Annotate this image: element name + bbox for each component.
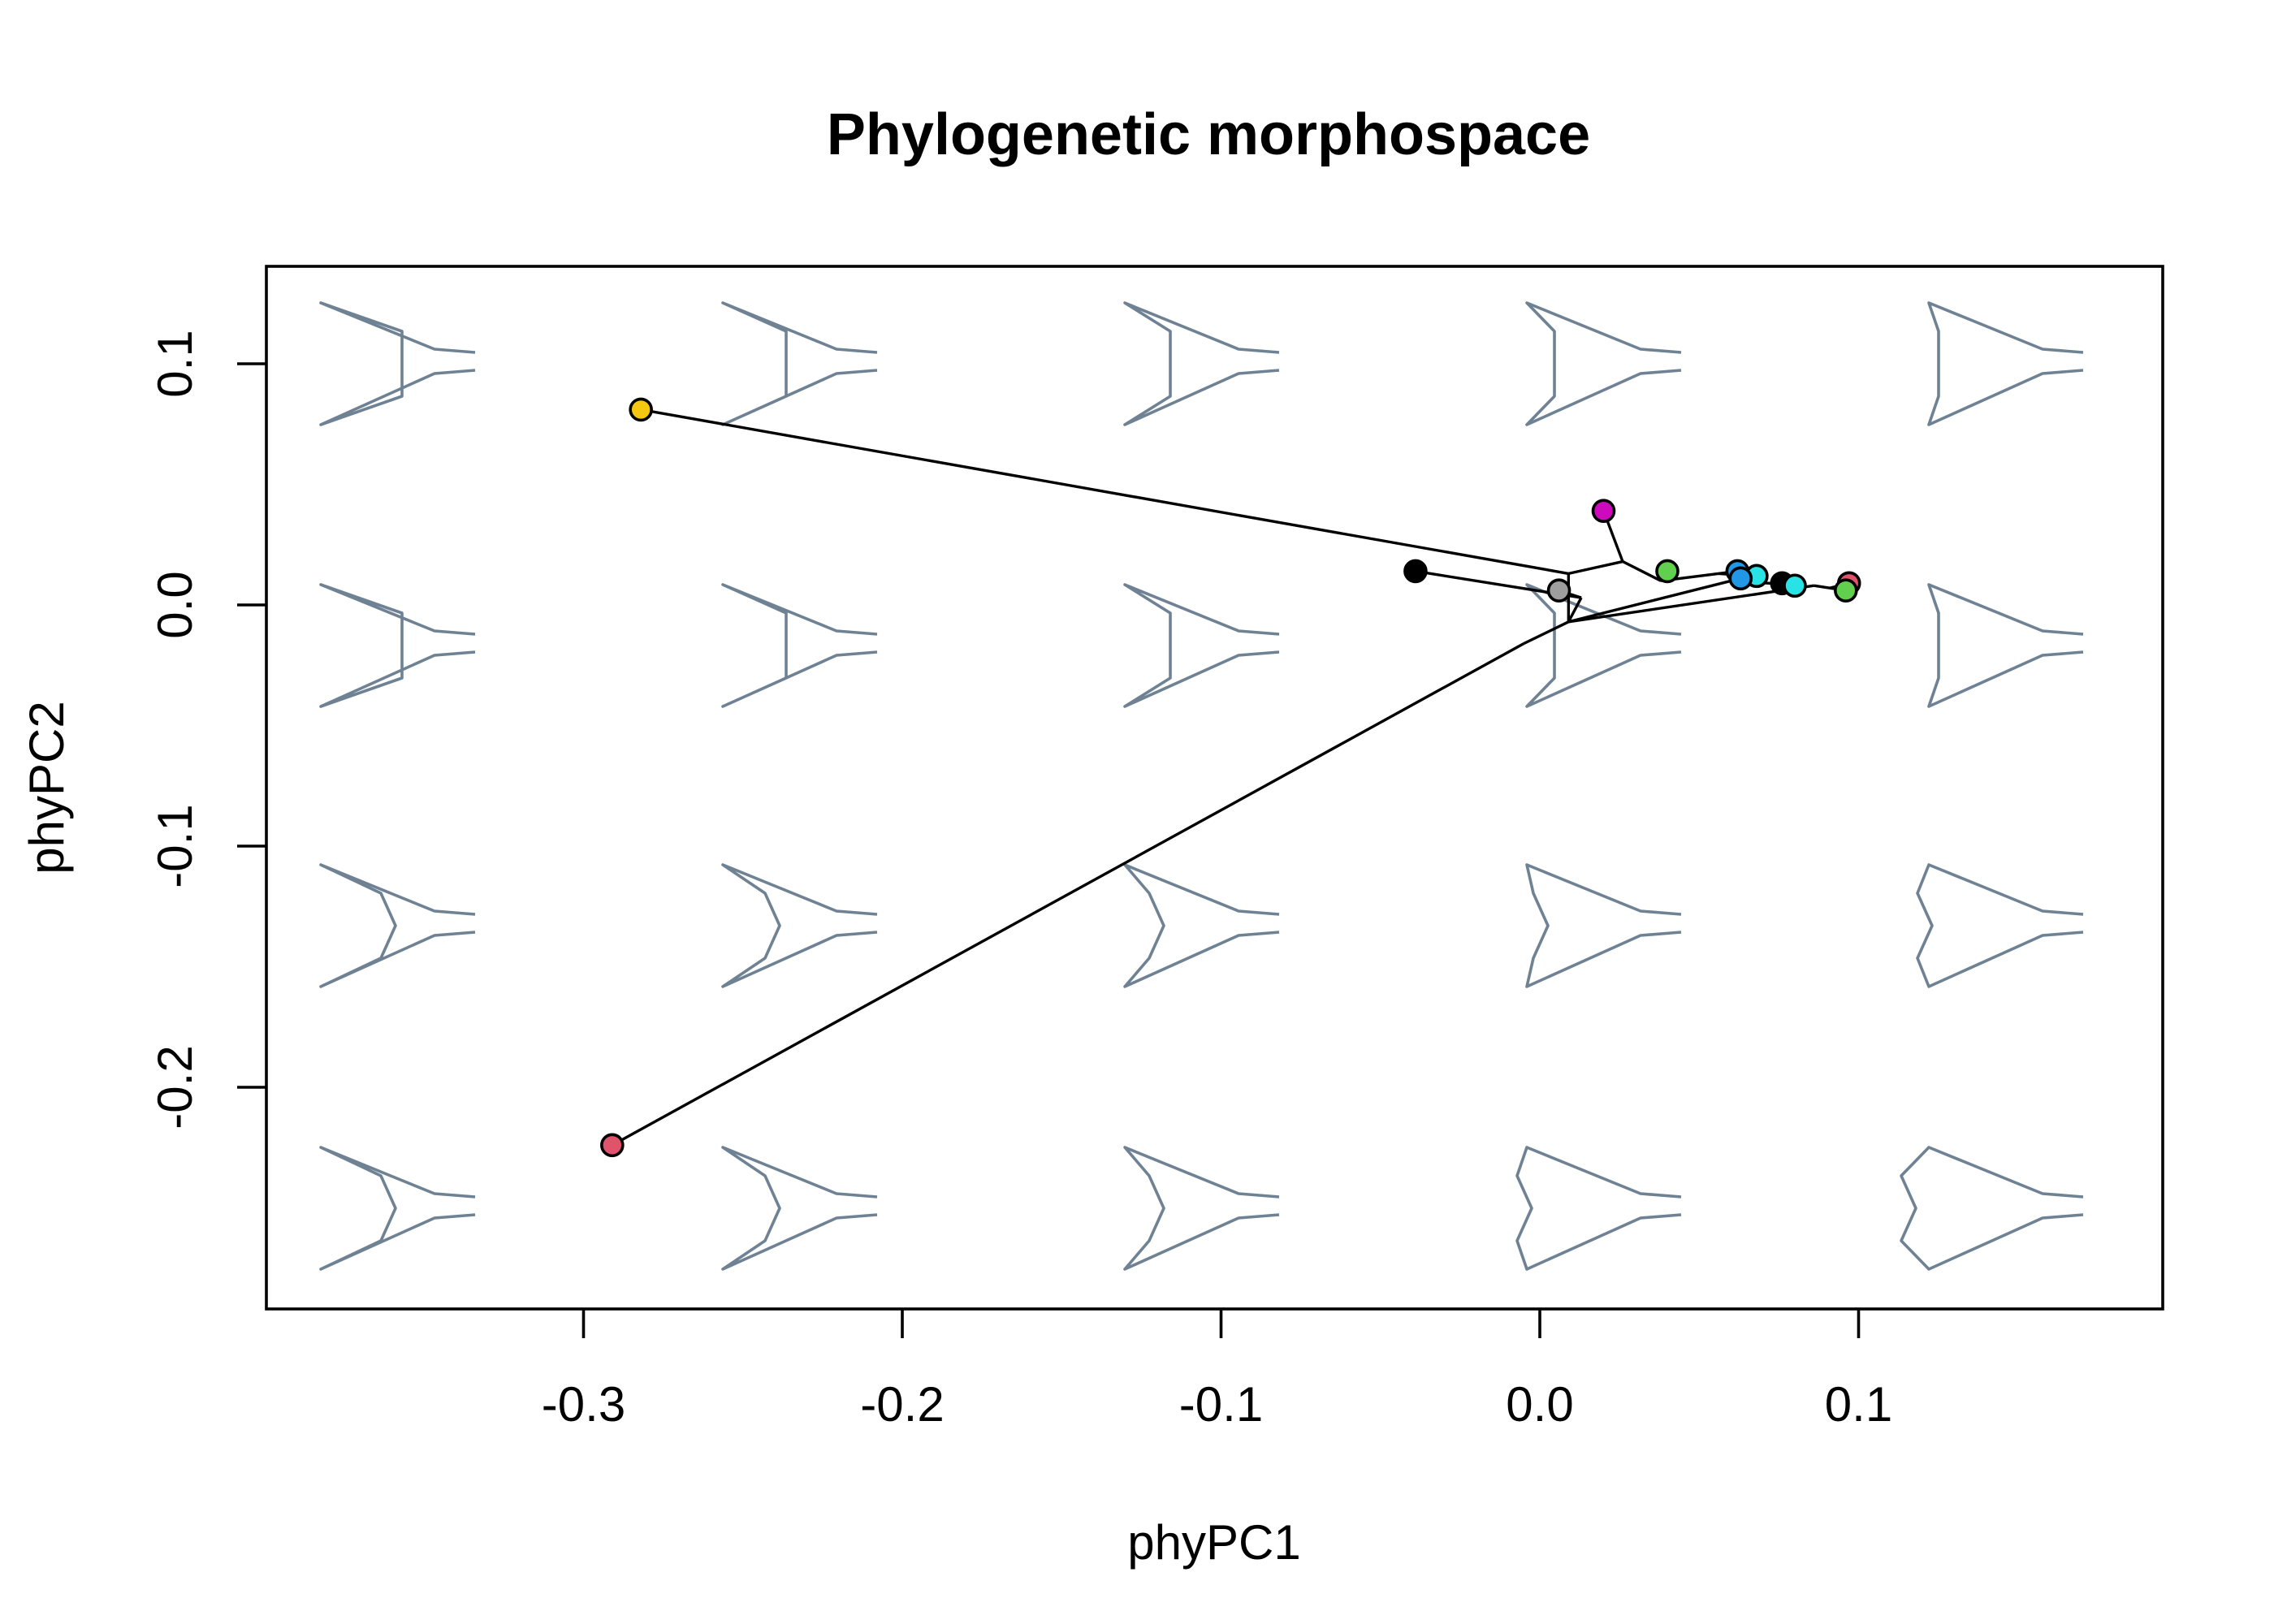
morphospace-shape-r3-c5 xyxy=(1916,863,2084,988)
morphospace-shape-r4-c3 xyxy=(1123,1146,1280,1271)
morphospace-shape-r4-c2 xyxy=(721,1146,878,1271)
morphospace-shape-r1-c4 xyxy=(1525,301,1682,426)
x-tick-label-3: -0.1 xyxy=(1179,1377,1263,1432)
x-tick-label-2: -0.2 xyxy=(860,1377,944,1432)
tip-point-1 xyxy=(629,397,653,422)
morphospace-shape-r3-c4 xyxy=(1525,863,1682,988)
tip-point-3 xyxy=(1591,499,1616,523)
morphospace-shape-r2-c2 xyxy=(721,583,878,708)
chart-title: Phylogenetic morphospace xyxy=(827,102,1590,167)
tip-point-4 xyxy=(1403,559,1428,584)
x-axis: -0.3 -0.2 -0.1 0.0 0.1 xyxy=(542,1309,1892,1432)
y-tick-label-4: 0.1 xyxy=(148,330,202,397)
morphospace-shape-r1-c3 xyxy=(1123,301,1280,426)
y-tick-label-1: -0.2 xyxy=(148,1045,202,1129)
y-tick-label-3: 0.0 xyxy=(148,571,202,638)
x-tick-label-1: -0.3 xyxy=(542,1377,625,1432)
morphospace-shape-r2-c3 xyxy=(1123,583,1280,708)
morphospace-shape-r1-c1 xyxy=(319,301,476,426)
tip-point-13 xyxy=(1834,578,1858,603)
y-axis-title: phyPC2 xyxy=(19,701,74,874)
tip-point-6 xyxy=(1655,559,1680,584)
morphospace-shape-r3-c1 xyxy=(319,863,476,988)
backdrop-shapes xyxy=(319,301,2084,1271)
branch-1 xyxy=(612,642,1525,1147)
morphospace-shape-r4-c1 xyxy=(319,1146,476,1271)
phylogeny-branches xyxy=(612,408,1850,1147)
branch-21 xyxy=(1814,584,1831,590)
branch-20 xyxy=(1568,584,1814,624)
morphospace-shape-r2-c1 xyxy=(319,583,476,708)
branch-5 xyxy=(1567,559,1623,576)
y-tick-label-2: -0.1 xyxy=(148,804,202,888)
branch-12 xyxy=(1567,597,1583,623)
plot-frame xyxy=(265,265,2164,1311)
morphospace-shape-r2-c4 xyxy=(1525,583,1682,708)
tip-point-5 xyxy=(1546,578,1571,603)
morphospace-shape-r4-c4 xyxy=(1515,1146,1682,1271)
x-axis-title: phyPC1 xyxy=(1127,1515,1300,1570)
morphospace-shape-r3-c3 xyxy=(1123,863,1280,988)
morphospace-shape-r2-c5 xyxy=(1927,583,2084,708)
morphospace-shape-r4-c5 xyxy=(1900,1146,2084,1271)
morphospace-shape-r3-c2 xyxy=(721,863,878,988)
y-axis: -0.2 -0.1 0.0 0.1 xyxy=(148,330,266,1129)
branch-15 xyxy=(1567,579,1731,624)
tip-point-11 xyxy=(1783,573,1807,598)
tip-points xyxy=(600,397,1861,1158)
x-tick-label-4: 0.0 xyxy=(1506,1377,1573,1432)
branch-2 xyxy=(1523,620,1570,646)
branch-4 xyxy=(640,408,1569,576)
x-tick-label-5: 0.1 xyxy=(1825,1377,1892,1432)
tip-point-9 xyxy=(1728,566,1753,591)
tip-point-2 xyxy=(600,1133,625,1158)
morphospace-shape-r1-c2 xyxy=(721,301,878,426)
branch-7 xyxy=(1622,560,1662,582)
morphospace-shape-r1-c5 xyxy=(1927,301,2084,426)
